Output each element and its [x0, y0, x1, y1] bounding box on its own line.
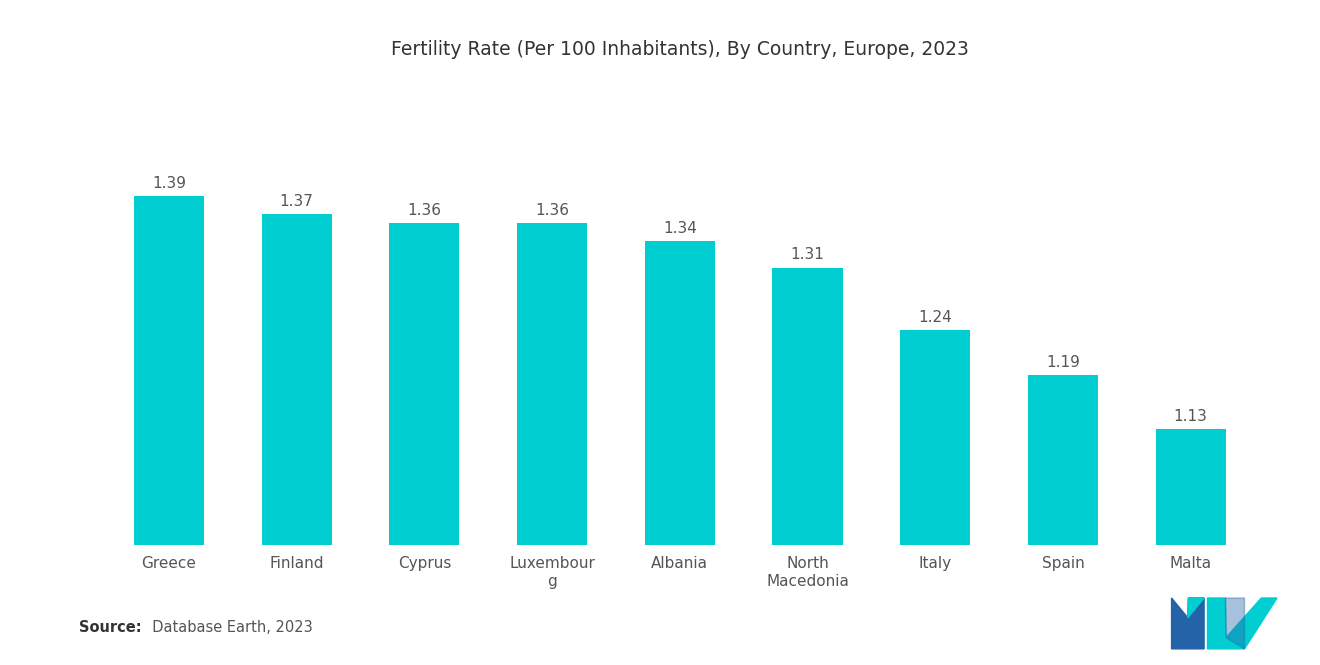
Text: 1.36: 1.36 [535, 203, 569, 217]
Text: 1.34: 1.34 [663, 221, 697, 235]
Text: 1.39: 1.39 [152, 176, 186, 191]
Bar [772, 268, 842, 665]
Bar [900, 331, 970, 665]
Text: 1.13: 1.13 [1173, 408, 1208, 424]
Text: 1.37: 1.37 [280, 194, 314, 209]
Bar [389, 223, 459, 665]
Title: Fertility Rate (Per 100 Inhabitants), By Country, Europe, 2023: Fertility Rate (Per 100 Inhabitants), By… [391, 40, 969, 59]
Text: Database Earth, 2023: Database Earth, 2023 [143, 620, 313, 635]
Text: 1.31: 1.31 [791, 247, 825, 263]
Text: Source:: Source: [79, 620, 141, 635]
Polygon shape [1208, 598, 1276, 649]
Text: 1.19: 1.19 [1045, 355, 1080, 370]
Bar [1028, 375, 1098, 665]
Bar [133, 196, 205, 665]
Polygon shape [1188, 598, 1204, 618]
Bar [644, 241, 715, 665]
Bar [517, 223, 587, 665]
Text: 1.36: 1.36 [408, 203, 441, 217]
Bar [1155, 429, 1226, 665]
Bar [261, 214, 331, 665]
Text: 1.24: 1.24 [919, 310, 952, 325]
Polygon shape [1172, 598, 1204, 649]
Polygon shape [1225, 598, 1245, 649]
